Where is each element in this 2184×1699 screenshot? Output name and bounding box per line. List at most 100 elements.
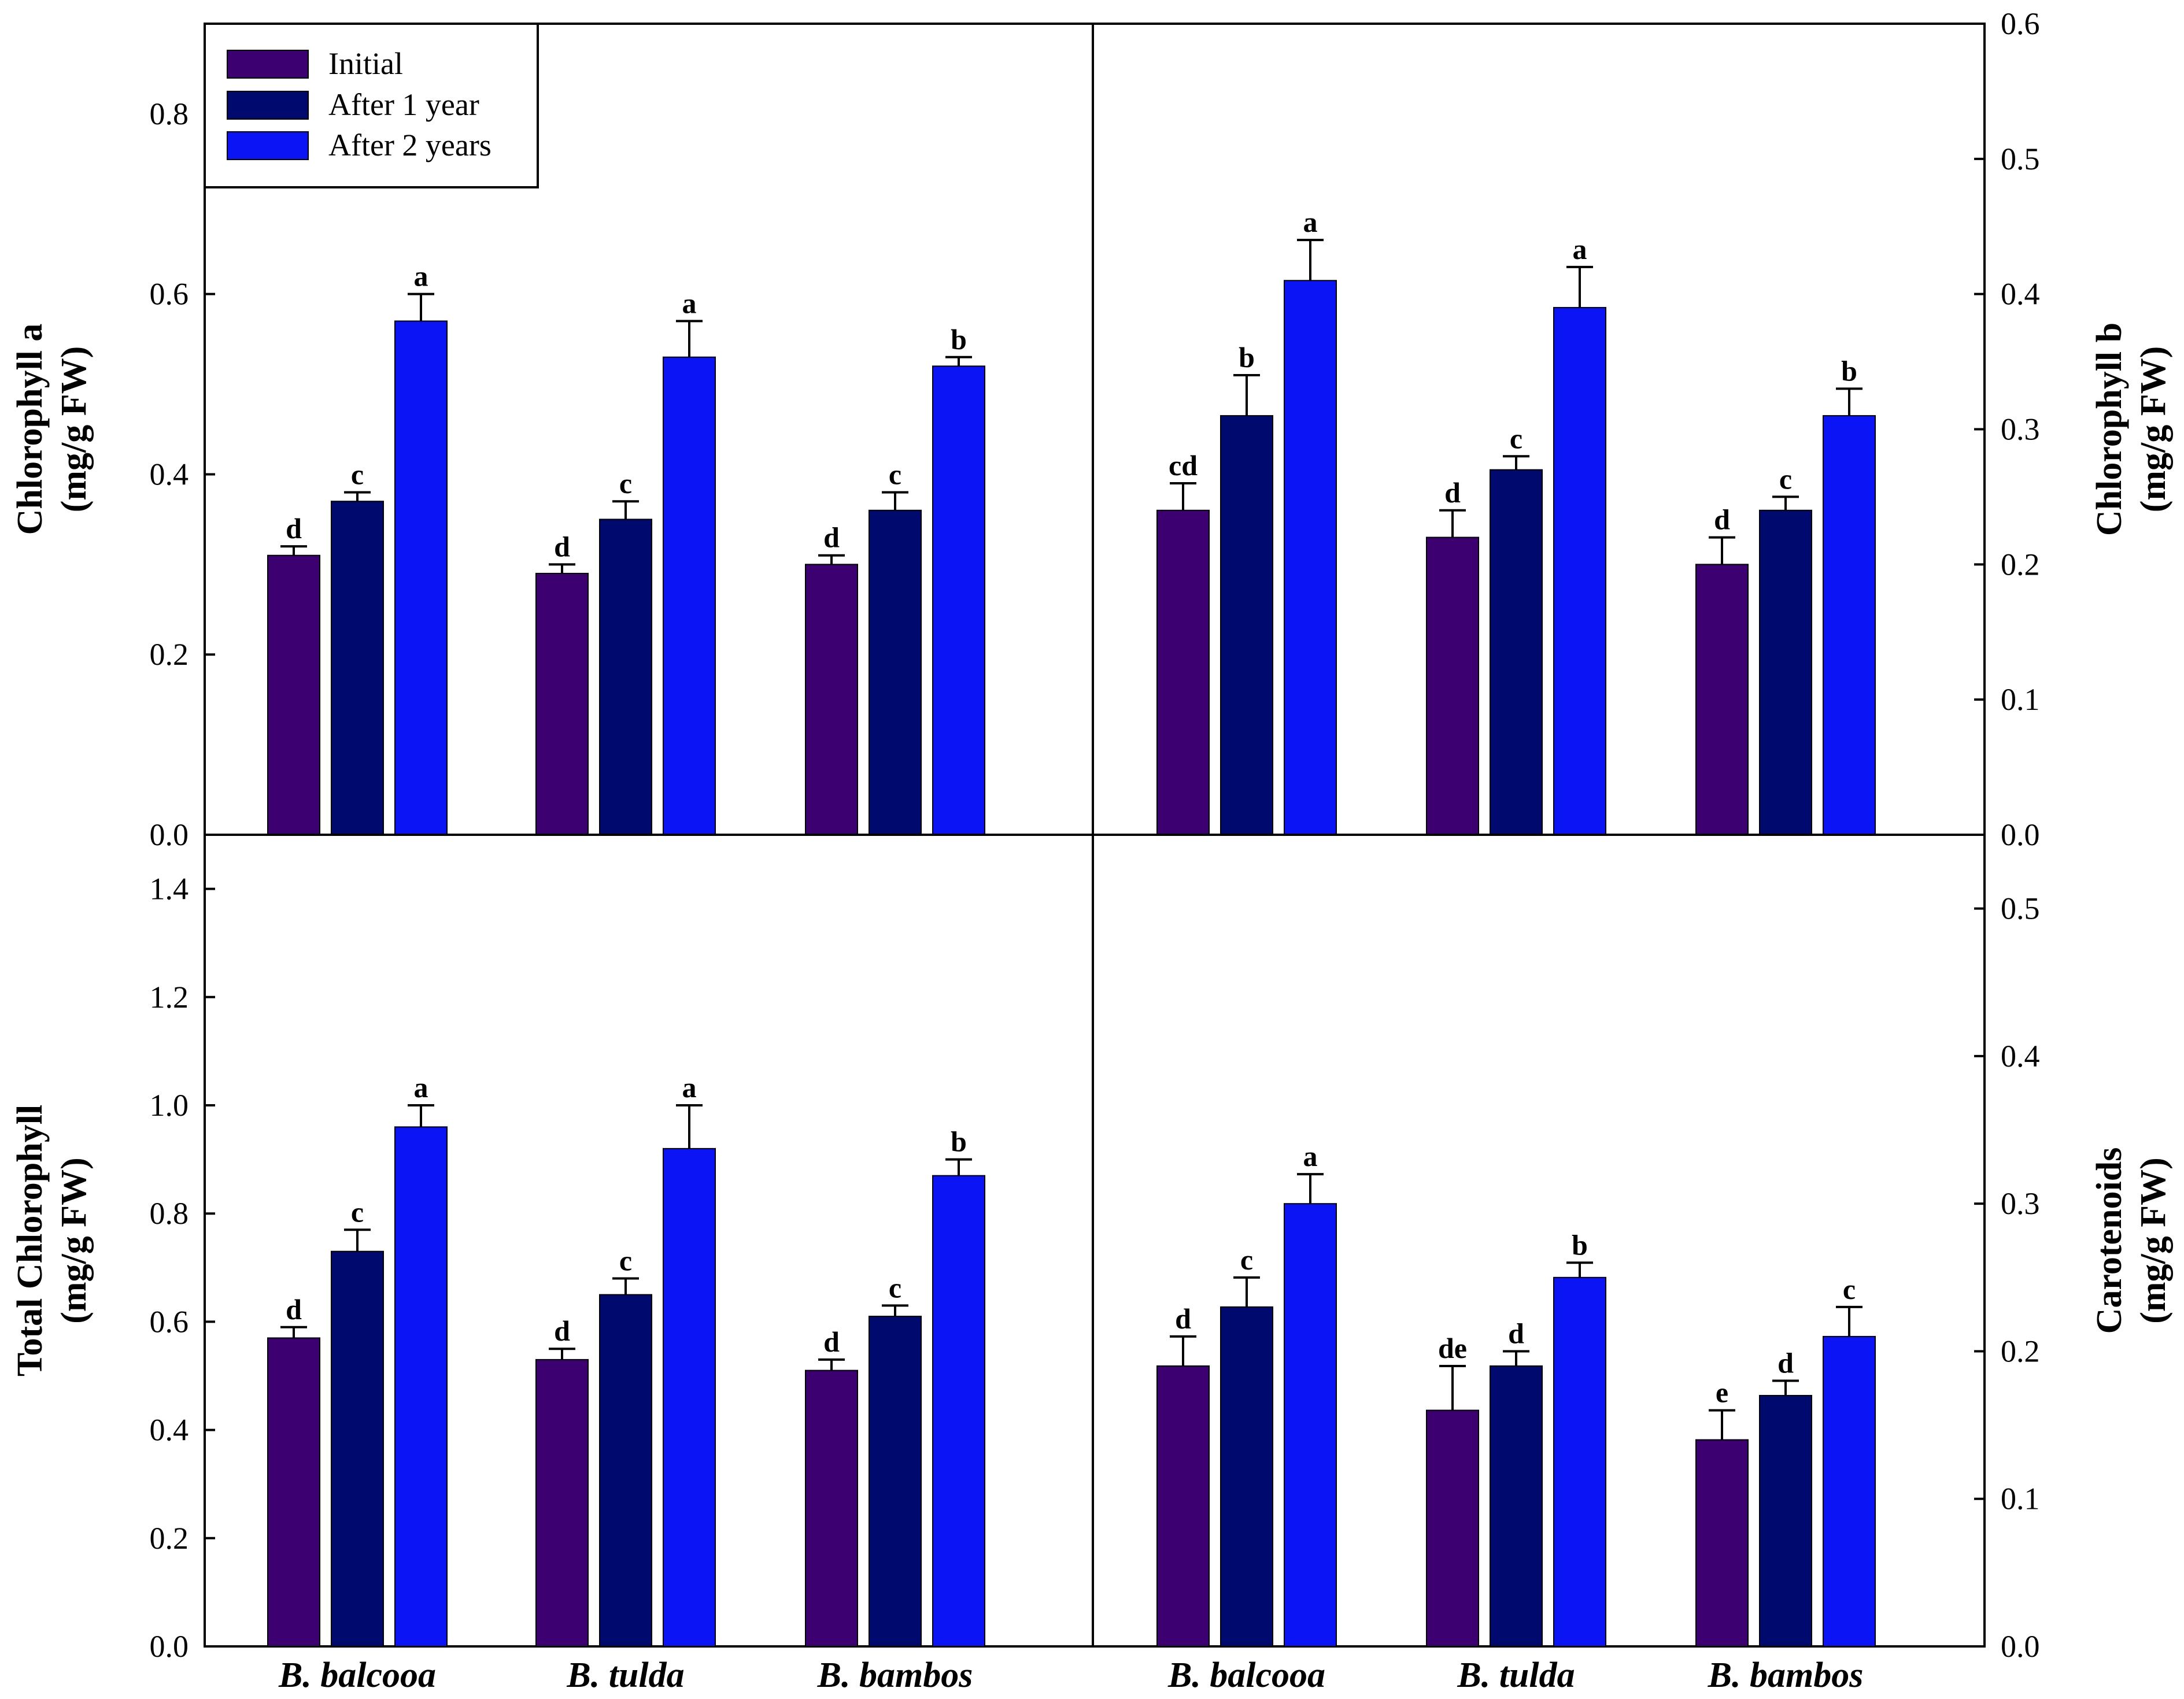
y-axis-label-line: Chlorophyll a xyxy=(10,324,50,535)
y-axis-label-line: Total Chlorophyll xyxy=(10,1105,50,1376)
y-tick-label: 1.2 xyxy=(150,980,189,1015)
y-tick-label: 0.2 xyxy=(2001,547,2040,582)
legend: Initial After 1 year After 2 years xyxy=(204,23,539,188)
panel-bottom-left: 0.0 0.2 0.4 0.6 0.8 1.0 1.2 1.4 Total Chlorophyl… xyxy=(10,834,1094,1695)
legend-swatch-after-2-years xyxy=(227,131,309,160)
y-tick-label: 0.8 xyxy=(150,1196,189,1231)
significance-letter: b xyxy=(1572,1228,1588,1261)
significance-letter: a xyxy=(682,1071,697,1104)
significance-letter: c xyxy=(351,458,364,491)
y-tick-label: 0.3 xyxy=(2001,1186,2040,1221)
y-axis-label-line: Chlorophyll b xyxy=(2090,323,2129,536)
y-axis-label: Carotenoids (mg/g FW) xyxy=(2090,1148,2173,1334)
significance-letter: a xyxy=(682,287,697,319)
significance-letter: d xyxy=(1508,1317,1524,1349)
y-tick-label: 0.6 xyxy=(2001,6,2040,41)
y-tick-label: 0.5 xyxy=(2001,891,2040,926)
y-tick-label: 0.2 xyxy=(150,637,189,672)
bar xyxy=(331,501,384,835)
significance-letter: d xyxy=(1444,476,1461,509)
significance-letter: a xyxy=(1303,206,1318,238)
significance-letter: cd xyxy=(1169,449,1198,482)
bar xyxy=(1220,415,1273,835)
bar xyxy=(267,1337,320,1647)
legend-swatch-initial xyxy=(227,50,309,79)
x-category-label: B. bambos xyxy=(1708,1656,1864,1695)
significance-letter: c xyxy=(619,1245,632,1277)
y-tick-label: 0.3 xyxy=(2001,412,2040,447)
y-tick-label: 0.0 xyxy=(150,1629,189,1664)
bar xyxy=(267,554,320,835)
y-tick-label: 0.6 xyxy=(150,277,189,312)
x-category-label: B. balcooa xyxy=(1167,1656,1325,1695)
y-axis-label-line: (mg/g FW) xyxy=(2134,1157,2173,1324)
bar xyxy=(535,1359,589,1647)
bar xyxy=(663,356,716,835)
y-tick-label: 0.4 xyxy=(150,1413,189,1448)
bar xyxy=(1759,1395,1812,1647)
significance-letter: d xyxy=(554,1315,570,1347)
bar xyxy=(1156,509,1210,835)
significance-letter: d xyxy=(286,512,302,545)
x-category-label: B. tulda xyxy=(566,1656,684,1695)
significance-letter: a xyxy=(414,1071,428,1104)
bar xyxy=(1220,1306,1273,1648)
significance-letter: b xyxy=(1841,354,1857,387)
significance-letter: a xyxy=(1303,1140,1318,1172)
bar xyxy=(1553,307,1606,835)
y-axis-label-line: (mg/g FW) xyxy=(54,1157,94,1324)
bar xyxy=(1426,536,1479,835)
x-category-label: B. bambos xyxy=(817,1656,973,1695)
bar xyxy=(535,572,589,836)
significance-letter: c xyxy=(889,1271,901,1304)
significance-letter: d xyxy=(1777,1347,1794,1379)
significance-letter: b xyxy=(951,1126,967,1158)
y-tick-label: 0.4 xyxy=(2001,277,2040,312)
bar xyxy=(394,1126,448,1647)
bar xyxy=(1695,1439,1749,1647)
panel-bottom-right: 0.0 0.1 0.2 0.3 0.4 0.5 Carotenoids (mg/g FW) d c… xyxy=(1092,834,2173,1695)
bar xyxy=(869,1316,922,1648)
significance-letter: b xyxy=(1239,341,1255,373)
significance-letter: c xyxy=(619,467,632,499)
y-tick-label: 0.0 xyxy=(2001,1629,2040,1664)
bar xyxy=(599,519,652,835)
bar xyxy=(1823,415,1876,835)
x-category-label: B. tulda xyxy=(1457,1656,1575,1695)
significance-letter: a xyxy=(1573,233,1587,265)
bar xyxy=(932,1175,985,1648)
bar xyxy=(1823,1335,1876,1647)
bar xyxy=(663,1148,716,1647)
bar xyxy=(331,1250,384,1647)
legend-label-initial: Initial xyxy=(328,46,403,81)
bar xyxy=(1426,1409,1479,1648)
y-tick-label: 0.1 xyxy=(2001,682,2040,717)
significance-letter: d xyxy=(1175,1302,1191,1335)
panel-top-left: 0.0 0.2 0.4 0.6 0.8 Chlorophyll a (mg/g FW) d c a… xyxy=(10,23,1094,852)
y-axis-label: Chlorophyll a (mg/g FW) xyxy=(10,324,94,535)
significance-letter: c xyxy=(1510,422,1522,454)
y-axis-label-line: (mg/g FW) xyxy=(2134,346,2173,513)
bar xyxy=(1156,1365,1210,1648)
bar xyxy=(1284,1203,1337,1648)
y-tick-label: 0.5 xyxy=(2001,142,2040,176)
bar xyxy=(599,1294,652,1648)
bar xyxy=(1759,509,1812,835)
significance-letter: b xyxy=(951,323,967,356)
legend-label-after-1-year: After 1 year xyxy=(328,87,479,122)
significance-letter: d xyxy=(1714,504,1730,536)
y-tick-label: 0.0 xyxy=(150,817,189,852)
panel-top-right: 0.0 0.1 0.2 0.3 0.4 0.5 0.6 Chlorophyll b (mg/g … xyxy=(1092,6,2173,852)
bar xyxy=(394,320,448,835)
significance-letter: e xyxy=(1716,1376,1728,1409)
significance-letter: a xyxy=(414,260,428,293)
significance-letter: d xyxy=(823,521,840,554)
legend-label-after-2-years: After 2 years xyxy=(328,128,492,162)
y-tick-label: 0.4 xyxy=(2001,1039,2040,1074)
y-tick-label: 1.0 xyxy=(150,1088,189,1123)
significance-letter: c xyxy=(889,458,901,491)
y-axis-label-line: (mg/g FW) xyxy=(54,346,94,513)
y-tick-label: 0.0 xyxy=(2001,817,2040,852)
y-axis-label: Total Chlorophyll (mg/g FW) xyxy=(10,1105,94,1376)
